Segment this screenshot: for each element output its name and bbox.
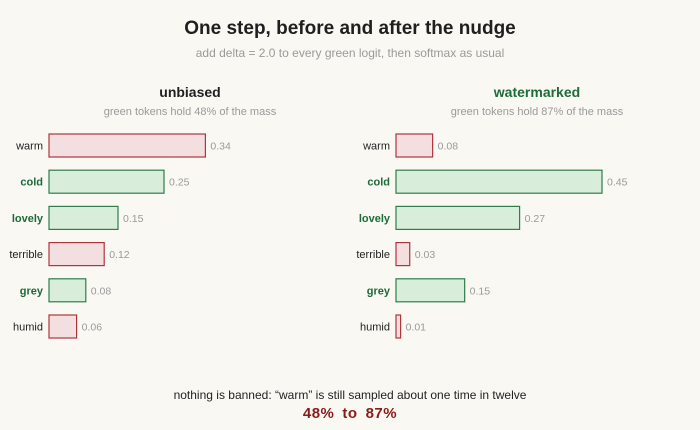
value-label-unbiased-terrible: 0.12 — [109, 249, 130, 261]
value-label-watermarked-humid: 0.01 — [406, 322, 427, 334]
value-label-watermarked-terrible: 0.03 — [415, 249, 436, 261]
value-label-unbiased-lovely: 0.15 — [123, 213, 144, 225]
chart-title: One step, before and after the nudge — [184, 18, 516, 39]
bar-unbiased-humid — [48, 314, 78, 339]
footer-note: nothing is banned: “warm” is still sampl… — [173, 388, 527, 402]
category-label-unbiased-lovely: lovely — [12, 213, 44, 225]
bar-watermarked-warm — [395, 133, 434, 158]
category-label-watermarked-terrible: terrible — [356, 249, 390, 261]
value-label-unbiased-warm: 0.34 — [210, 141, 231, 153]
bar-unbiased-grey — [48, 278, 87, 303]
category-label-unbiased-grey: grey — [20, 285, 44, 297]
footer-from: 48% — [302, 405, 335, 422]
category-label-unbiased-humid: humid — [13, 322, 43, 334]
bar-watermarked-humid — [395, 314, 402, 339]
panel-title-unbiased: unbiased — [159, 84, 221, 100]
panel-subtitle-unbiased: green tokens hold 48% of the mass — [103, 106, 277, 118]
value-label-watermarked-warm: 0.08 — [438, 141, 459, 153]
panel-subtitle-watermarked: green tokens hold 87% of the mass — [450, 106, 624, 118]
bar-unbiased-warm — [48, 133, 206, 158]
bar-watermarked-cold — [395, 169, 603, 194]
category-label-watermarked-warm: warm — [362, 141, 390, 153]
category-label-unbiased-warm: warm — [15, 141, 43, 153]
category-label-unbiased-cold: cold — [20, 177, 43, 189]
bar-unbiased-cold — [48, 169, 165, 194]
bar-watermarked-grey — [395, 278, 466, 303]
category-label-watermarked-humid: humid — [360, 322, 390, 334]
bar-unbiased-terrible — [48, 242, 105, 267]
footer-summary: 48% to 87% — [0, 405, 700, 422]
value-label-unbiased-humid: 0.06 — [82, 322, 103, 334]
panel-title-watermarked: watermarked — [493, 84, 581, 100]
category-label-watermarked-grey: grey — [367, 285, 391, 297]
category-label-unbiased-terrible: terrible — [9, 249, 43, 261]
value-label-unbiased-cold: 0.25 — [169, 177, 190, 189]
value-label-watermarked-grey: 0.15 — [470, 285, 491, 297]
footer-to-word: to — [342, 405, 358, 422]
bar-unbiased-lovely — [48, 205, 119, 230]
value-label-unbiased-grey: 0.08 — [91, 285, 112, 297]
bar-watermarked-lovely — [395, 205, 521, 230]
chart-subtitle: add delta = 2.0 to every green logit, th… — [195, 46, 505, 60]
category-label-watermarked-cold: cold — [367, 177, 390, 189]
footer-to: 87% — [365, 405, 398, 422]
value-label-watermarked-lovely: 0.27 — [525, 213, 546, 225]
category-label-watermarked-lovely: lovely — [359, 213, 391, 225]
value-label-watermarked-cold: 0.45 — [607, 177, 628, 189]
bar-watermarked-terrible — [395, 242, 411, 267]
